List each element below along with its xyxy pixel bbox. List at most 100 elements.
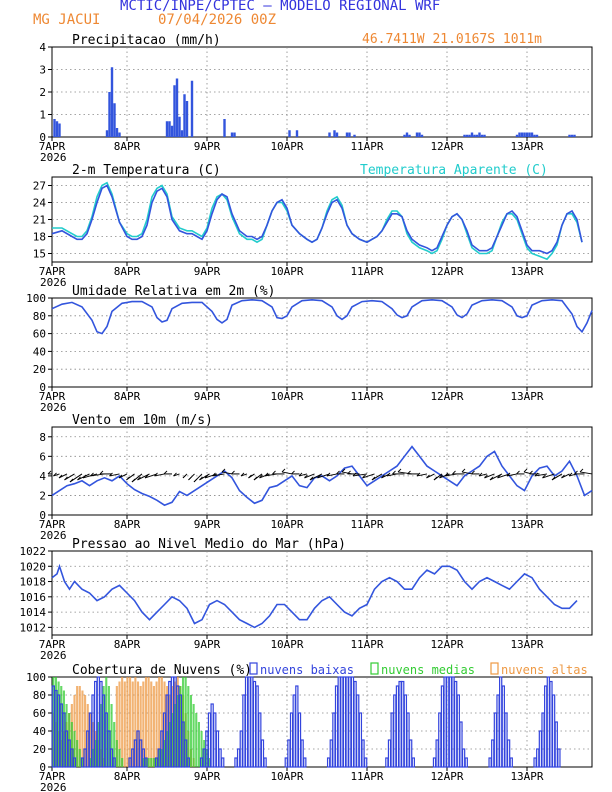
mid-cloud-bar	[208, 758, 211, 767]
wind-barb-tick	[272, 470, 276, 475]
low-cloud-bar	[234, 757, 238, 768]
mid-cloud-bar	[171, 713, 174, 767]
mid-cloud-bar	[78, 749, 81, 767]
wind-barb-tick	[309, 476, 314, 481]
low-cloud-bar	[342, 676, 347, 768]
wind-ytick-label: 8	[39, 431, 46, 444]
wind-barb-tick	[326, 472, 331, 477]
wind-barb-tick	[471, 470, 475, 475]
low-cloud-bar	[461, 748, 466, 768]
low-cloud-bar	[112, 757, 116, 768]
precip-bar	[58, 123, 61, 137]
wind-barb	[439, 473, 450, 479]
wind-barb-tick	[433, 476, 438, 481]
wind-barb-tick	[69, 478, 74, 483]
precip-year-label: 2026	[40, 151, 67, 164]
temp-panel: 15 18 21 24 27 7APR 8APR 9APR 10APR 11APR 12APR 13A…	[33, 163, 593, 289]
humidity-ytick-label: 0	[39, 381, 46, 394]
humidity-ytick-label: 40	[33, 345, 46, 358]
low-cloud-bar	[297, 712, 302, 768]
clouds-ytick-label: 80	[33, 689, 46, 702]
low-cloud-bar	[454, 680, 458, 768]
temp-ytick-label: 24	[33, 197, 47, 210]
precip-bar	[468, 134, 471, 137]
high-cloud-bar	[155, 681, 158, 767]
temp-xtick-label: 9APR	[194, 265, 221, 278]
wind-barb-tick	[58, 474, 63, 479]
low-cloud-bar	[364, 757, 368, 768]
low-cloud-bar	[443, 676, 447, 768]
chart-header: MCTIC/INPE/CPTEC – MODELO REGIONAL WRF M…	[0, 0, 612, 30]
precip-bar	[178, 116, 181, 137]
humidity-xtick-label: 9APR	[194, 390, 221, 403]
wind-barb-tick	[118, 474, 123, 479]
mid-cloud-bar	[203, 740, 206, 767]
wind-barb-tick	[137, 476, 141, 481]
pressure-xtick-label: 13APR	[510, 638, 543, 651]
clouds-xtick-label: 10APR	[270, 770, 303, 783]
low-cloud-bar	[406, 712, 410, 768]
mid-cloud-bar	[184, 677, 187, 767]
precip-bar	[328, 132, 331, 137]
temp-ytick-label: 18	[33, 231, 46, 244]
wind-barb-tick	[47, 470, 52, 475]
wind-barb	[484, 473, 495, 479]
low-cloud-bar	[210, 703, 214, 768]
humidity-year-label: 2026	[40, 401, 67, 414]
temp-ytick-label: 15	[33, 248, 46, 261]
precip-panel: 0 1 2 3 4 7APR 8APR 9APR 10APR 11APR 12APR 13APR 202…	[39, 33, 593, 164]
wind-barb	[542, 473, 555, 479]
wind-title: Vento em 10m (m/s)	[72, 413, 213, 428]
low-cloud-bar	[395, 685, 400, 768]
mid-cloud-bar	[197, 722, 200, 767]
wind-barb-tick	[90, 472, 94, 477]
pressure-year-label: 2026	[40, 649, 67, 662]
precip-bar	[480, 134, 484, 137]
low-cloud-bar	[284, 757, 288, 768]
wind-barb-tick	[416, 472, 421, 477]
wind-barb-tick	[561, 474, 565, 479]
low-cloud-bar	[398, 680, 402, 768]
pressure-xtick-label: 12APR	[430, 638, 463, 651]
wind-barb	[304, 473, 315, 479]
wind-barb	[579, 471, 593, 475]
precip-bar	[535, 134, 539, 137]
clouds-ytick-label: 20	[33, 743, 46, 756]
high-cloud-bar	[152, 686, 155, 767]
wind-barb-tick	[452, 470, 456, 475]
wind-barb-tick	[131, 478, 136, 483]
wind-frame	[51, 426, 593, 516]
mid-cloud-bar	[160, 749, 163, 767]
wind-barb	[362, 473, 375, 479]
precip-bar	[108, 92, 111, 137]
temperature-line	[51, 184, 583, 255]
wind-year-label: 2026	[40, 529, 67, 542]
precip-title: Precipitacao (mm/h)	[72, 33, 221, 48]
low-cloud-bar	[260, 739, 265, 768]
humidity-title: Umidade Relativa em 2m (%)	[72, 284, 276, 299]
high-cloud-bar	[142, 681, 145, 767]
low-cloud-bar	[295, 685, 299, 768]
mid-cloud-bar	[97, 722, 100, 767]
low-cloud-bar	[303, 757, 307, 768]
low-cloud-bar	[432, 757, 437, 768]
low-cloud-bar	[221, 757, 225, 768]
humidity-panel: 0 20 40 60 80 100 7APR 8APR 9APR 10APR 11APR 12APR 1…	[26, 284, 593, 414]
mid-cloud-bar	[176, 695, 179, 767]
precip-bar	[295, 130, 299, 137]
low-cloud-bar	[144, 757, 148, 768]
precip-bar	[115, 128, 119, 137]
pressure-xtick-label: 7APR	[39, 638, 66, 651]
wind-barb	[317, 473, 330, 479]
wind-barb-tick	[231, 470, 235, 475]
wind-ytick-label: 2	[39, 489, 46, 502]
pressure-title: Pressao ao Nivel Medio do Mar (hPa)	[72, 537, 346, 552]
wind-barb	[298, 473, 308, 477]
precip-bar	[523, 132, 526, 137]
mid-cloud-bar	[142, 758, 145, 767]
low-cloud-bar	[289, 712, 294, 768]
clouds-ytick-label: 0	[39, 761, 46, 774]
wind-ytick-label: 0	[39, 509, 46, 522]
wind-barb-tick	[574, 470, 578, 475]
wind-ytick-label: 6	[39, 450, 46, 463]
